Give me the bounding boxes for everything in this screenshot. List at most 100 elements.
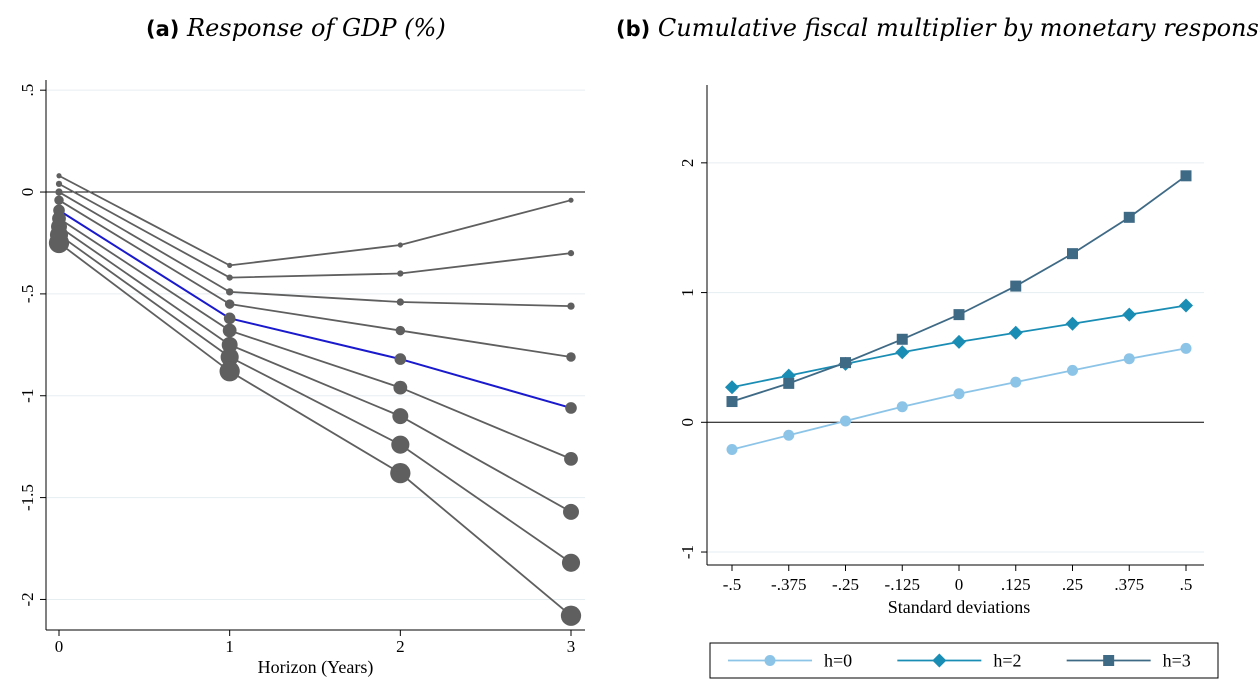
panel-a-ytick-label: 0	[18, 188, 37, 197]
panel-b-point-h=3-x1	[783, 377, 795, 389]
panel-b-xtick-label: -.5	[723, 575, 741, 594]
panel-b-title-text: Cumulative fiscal multiplier by monetary…	[657, 14, 1260, 42]
panel-b-point-h=0-x0	[726, 444, 738, 456]
panel-b-point-h=0-x3	[896, 401, 908, 413]
panel-b-point-h=2-x5	[1008, 325, 1023, 340]
panel-a-series-line-9	[58, 242, 572, 617]
panel-a-point-s2-x3	[567, 250, 575, 257]
panel-a-series-line-7	[58, 225, 572, 513]
panel-b-point-h=3-x7	[1123, 211, 1135, 223]
panel-a-point-s9-x1	[219, 361, 240, 382]
panel-a-xtick-label: 1	[225, 637, 234, 656]
panel-b-xtick-label: 0	[955, 575, 964, 594]
panel-a-xtick-label: 3	[567, 637, 576, 656]
panel-b-point-h=0-x6	[1067, 364, 1078, 376]
panel-b-point-h=3-x8	[1180, 170, 1192, 182]
panel-b-point-h=3-x5	[1010, 280, 1022, 292]
panel-b-ytick-label: 2	[678, 159, 697, 168]
panel-a-point-s5-x2	[394, 353, 407, 365]
panel-a-point-s3-x0	[55, 188, 63, 196]
panel-b-point-h=0-x4	[953, 388, 965, 400]
panel-a-ytick-label: -.5	[18, 285, 37, 303]
panel-b-point-h=0-x1	[783, 429, 795, 441]
panel-a-title: (a) Response of GDP (%)	[146, 14, 446, 42]
panel-a-point-s1-x0	[56, 173, 62, 179]
panel-a-series-line-1	[58, 174, 572, 267]
panel-a-xlabel: Horizon (Years)	[258, 657, 374, 678]
panel-a-point-s6-x2	[393, 380, 408, 395]
panel-b-legend-marker-h=0	[764, 655, 776, 666]
panel-a-point-s8-x2	[391, 435, 410, 454]
panel-a-point-s3-x1	[226, 288, 234, 296]
panel-a-series-line-8	[58, 234, 572, 564]
panel-b-point-h=2-x8	[1179, 298, 1193, 313]
panel-b-legend-label-h=3: h=3	[1163, 651, 1191, 671]
panel-a-point-s6-x1	[222, 323, 237, 338]
panel-a-point-s4-x0	[54, 195, 64, 205]
panel-b-tag: (b)	[616, 17, 651, 41]
panel-a-point-s2-x0	[55, 180, 63, 188]
panel-a-series-line-2	[58, 183, 572, 279]
panel-b-point-h=0-x2	[840, 415, 851, 427]
panel-a-title-text: Response of GDP (%)	[187, 14, 446, 42]
panel-a-series-line-3	[58, 191, 572, 308]
panel-a-point-s3-x3	[567, 302, 575, 310]
panel-a-series-line-6	[58, 217, 572, 460]
panel-a-point-s5-x1	[223, 312, 236, 325]
panel-b-ytick-label: -1	[678, 545, 697, 559]
panel-b-point-h=0-x7	[1123, 353, 1135, 365]
panel-a-point-s4-x2	[395, 325, 406, 336]
panel-a-series-line-5	[58, 209, 572, 409]
panel-a-point-s9-x3	[560, 605, 582, 626]
panel-b-xtick-label: -.375	[771, 575, 806, 594]
panel-a-point-s6-x3	[564, 451, 578, 466]
panel-b-point-h=3-x2	[840, 357, 851, 369]
panel-a-point-s1-x1	[227, 262, 233, 268]
panel-b-point-h=2-x6	[1065, 316, 1080, 331]
panel-a-point-s1-x2	[397, 242, 403, 248]
panel-b-point-h=2-x0	[725, 380, 739, 395]
panel-b-xlabel: Standard deviations	[888, 597, 1030, 617]
panel-a-point-s4-x3	[566, 352, 576, 362]
panel-a-point-s3-x2	[396, 298, 404, 306]
panel-b-series-line-h=3	[731, 175, 1187, 403]
panel-b-ytick-label: 1	[678, 288, 697, 297]
panel-b-xtick-label: .125	[1001, 575, 1031, 594]
panel-b-point-h=3-x0	[726, 396, 738, 408]
panel-a-point-s1-x3	[568, 197, 574, 203]
panel-b-title: (b) Cumulative fiscal multiplier by mone…	[616, 14, 1260, 42]
panel-a-point-s8-x3	[561, 553, 581, 572]
panel-b-point-h=0-x8	[1180, 342, 1192, 354]
panel-a-point-s7-x1	[221, 336, 238, 353]
panel-a-series-line-4	[58, 199, 572, 358]
panel-b-legend-marker-h=2	[932, 653, 947, 668]
panel-b-point-h=2-x4	[952, 334, 966, 349]
panel-a-ytick-label: -2	[18, 592, 37, 606]
panel-b-xtick-label: .5	[1180, 575, 1193, 594]
panel-b-point-h=2-x7	[1122, 307, 1137, 322]
panel-a-point-s8-x1	[220, 347, 239, 367]
panel-a-point-s2-x1	[226, 274, 233, 281]
panel-b-legend-label-h=2: h=2	[993, 651, 1021, 671]
panel-a-point-s7-x2	[392, 408, 409, 425]
panel-b-point-h=3-x4	[953, 309, 965, 321]
panel-a-point-s2-x2	[397, 270, 404, 277]
panel-a-point-s9-x0	[48, 232, 70, 254]
panel-a-point-s4-x1	[224, 299, 235, 309]
panel-b-xtick-label: .25	[1062, 575, 1083, 594]
panel-b-xtick-label: .375	[1114, 575, 1144, 594]
panel-b-xtick-label: -.125	[885, 575, 920, 594]
panel-a-point-s7-x3	[563, 503, 579, 520]
panel-b-point-h=2-x3	[895, 345, 910, 360]
panel-a-point-s5-x3	[565, 402, 577, 414]
panel-b-point-h=0-x5	[1010, 376, 1022, 388]
panel-a-tag: (a)	[146, 17, 180, 41]
panel-b-point-h=3-x3	[896, 333, 908, 345]
panel-b-legend-label-h=0: h=0	[824, 651, 852, 671]
panel-a-ytick-label: .5	[18, 84, 37, 97]
panel-a-point-s9-x2	[390, 463, 411, 484]
panel-a-xtick-label: 2	[396, 637, 405, 656]
panel-b-legend-marker-h=3	[1103, 655, 1115, 666]
panel-a-ytick-label: -1	[18, 389, 37, 403]
panel-b-point-h=3-x6	[1067, 248, 1078, 260]
